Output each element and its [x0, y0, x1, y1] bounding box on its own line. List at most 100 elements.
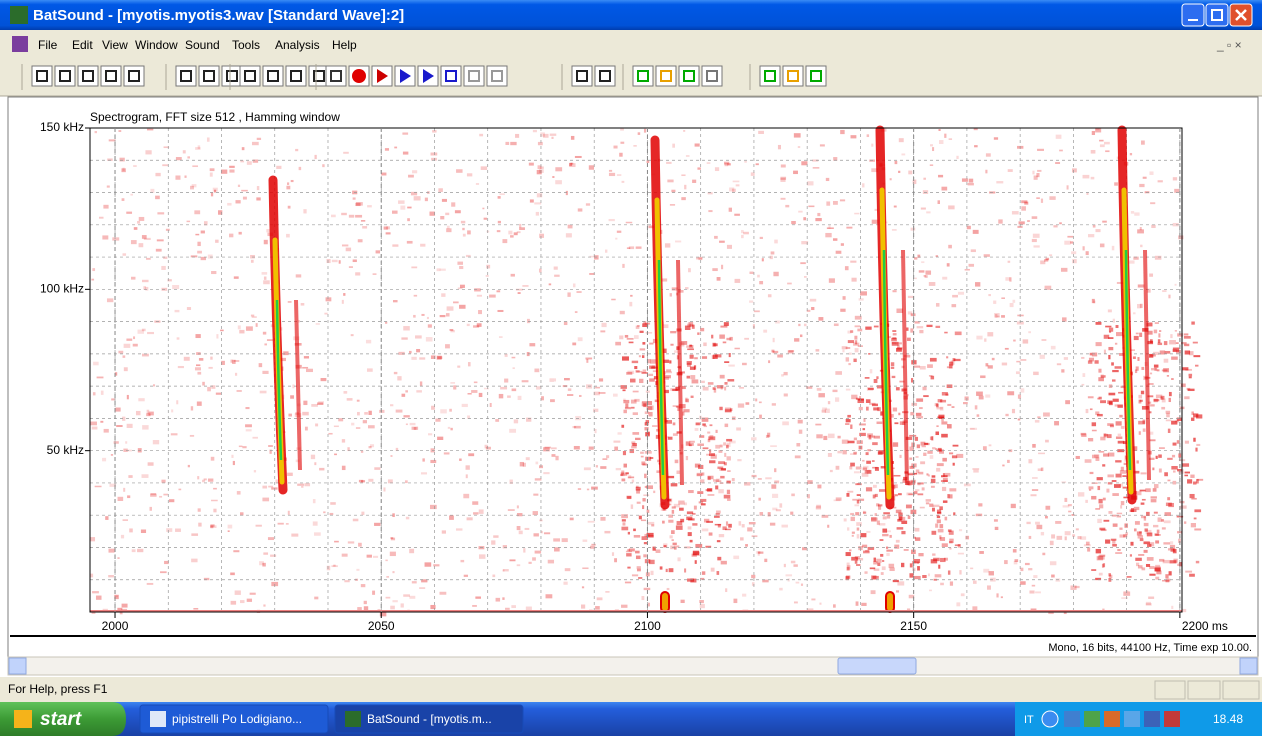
- menu-item[interactable]: Tools: [232, 38, 260, 52]
- noise: [675, 386, 680, 391]
- noise: [748, 522, 756, 525]
- noise: [229, 233, 234, 238]
- toolbar-button[interactable]: [100, 65, 122, 87]
- toolbar-button[interactable]: [759, 65, 781, 87]
- noise: [967, 182, 974, 186]
- menu-item[interactable]: Help: [332, 38, 357, 52]
- noise: [631, 406, 635, 409]
- noise: [586, 358, 589, 363]
- toolbar-button[interactable]: [31, 65, 53, 87]
- noise: [143, 237, 151, 241]
- noise: [648, 411, 653, 417]
- taskbar-item[interactable]: [334, 704, 524, 734]
- toolbar-button[interactable]: [262, 65, 284, 87]
- noise: [847, 340, 855, 344]
- noise: [946, 366, 953, 369]
- noise: [669, 360, 672, 364]
- noise: [862, 467, 867, 471]
- noise: [1099, 527, 1106, 531]
- toolbar-button[interactable]: [594, 65, 616, 87]
- noise: [194, 367, 201, 371]
- toolbar-button[interactable]: [325, 65, 347, 87]
- noise: [625, 221, 633, 224]
- toolbar-button[interactable]: [678, 65, 700, 87]
- noise: [91, 426, 98, 430]
- noise: [755, 163, 759, 166]
- noise: [689, 354, 694, 359]
- toolbar-button[interactable]: [221, 65, 243, 87]
- toolbar-button[interactable]: [285, 65, 307, 87]
- menu-item[interactable]: File: [38, 38, 58, 52]
- noise: [420, 243, 426, 247]
- toolbar-button[interactable]: [632, 65, 654, 87]
- noise: [714, 235, 718, 239]
- toolbar-button[interactable]: [239, 65, 261, 87]
- mdi-controls[interactable]: _ ▫ ×: [1216, 38, 1242, 52]
- noise: [422, 458, 425, 462]
- toolbar-button[interactable]: [440, 65, 462, 87]
- noise: [508, 230, 513, 235]
- noise: [972, 580, 977, 584]
- noise: [544, 446, 552, 449]
- tray-expand[interactable]: [1041, 710, 1059, 728]
- menu-item[interactable]: View: [102, 38, 128, 52]
- toolbar-button[interactable]: [805, 65, 827, 87]
- noise: [894, 160, 898, 165]
- tray-icon[interactable]: [1084, 711, 1100, 727]
- toolbar-button[interactable]: [655, 65, 677, 87]
- scroll-right[interactable]: [1239, 657, 1258, 675]
- menu-item[interactable]: Edit: [72, 38, 93, 52]
- noise: [842, 450, 847, 455]
- noise: [245, 424, 252, 428]
- noise: [886, 530, 892, 533]
- toolbar-button[interactable]: [77, 65, 99, 87]
- noise: [1103, 141, 1110, 145]
- language[interactable]: IT: [1024, 714, 1034, 726]
- noise: [686, 345, 690, 348]
- noise: [653, 376, 659, 380]
- tray-icon[interactable]: [1144, 711, 1160, 727]
- taskbar-item[interactable]: [139, 704, 329, 734]
- toolbar-button[interactable]: [486, 65, 508, 87]
- tray-icon[interactable]: [1064, 711, 1080, 727]
- noise: [1158, 447, 1165, 449]
- noise: [595, 606, 600, 610]
- x-tick-label: 2200 ms: [1182, 619, 1228, 633]
- noise: [939, 524, 944, 529]
- noise: [706, 453, 710, 456]
- menu-item[interactable]: Sound: [185, 38, 220, 52]
- noise: [355, 202, 361, 207]
- menu-item[interactable]: Window: [135, 38, 178, 52]
- tray-icon[interactable]: [1124, 711, 1140, 727]
- scroll-thumb[interactable]: [837, 657, 917, 675]
- toolbar-button[interactable]: [123, 65, 145, 87]
- noise: [1153, 351, 1160, 356]
- noise: [197, 371, 202, 375]
- toolbar-button[interactable]: [175, 65, 197, 87]
- toolbar-button[interactable]: [198, 65, 220, 87]
- noise: [1105, 539, 1111, 544]
- noise: [1017, 314, 1024, 317]
- scroll-left[interactable]: [8, 657, 27, 675]
- noise: [113, 441, 119, 444]
- minimize-button[interactable]: [1181, 3, 1205, 27]
- noise: [344, 580, 350, 583]
- noise: [1100, 400, 1107, 404]
- toolbar-button[interactable]: [463, 65, 485, 87]
- noise: [1157, 342, 1163, 346]
- menu-item[interactable]: Analysis: [275, 38, 320, 52]
- noise: [518, 530, 523, 535]
- noise: [1181, 367, 1189, 371]
- toolbar-button[interactable]: [782, 65, 804, 87]
- noise: [356, 202, 363, 206]
- noise: [728, 353, 731, 358]
- noise: [467, 392, 472, 395]
- toolbar-button[interactable]: [701, 65, 723, 87]
- maximize-button[interactable]: [1205, 3, 1229, 27]
- toolbar-button[interactable]: [54, 65, 76, 87]
- noise: [917, 493, 924, 496]
- toolbar-button[interactable]: [571, 65, 593, 87]
- tray-icon[interactable]: [1104, 711, 1120, 727]
- noise: [1151, 224, 1156, 229]
- tray-icon[interactable]: [1164, 711, 1180, 727]
